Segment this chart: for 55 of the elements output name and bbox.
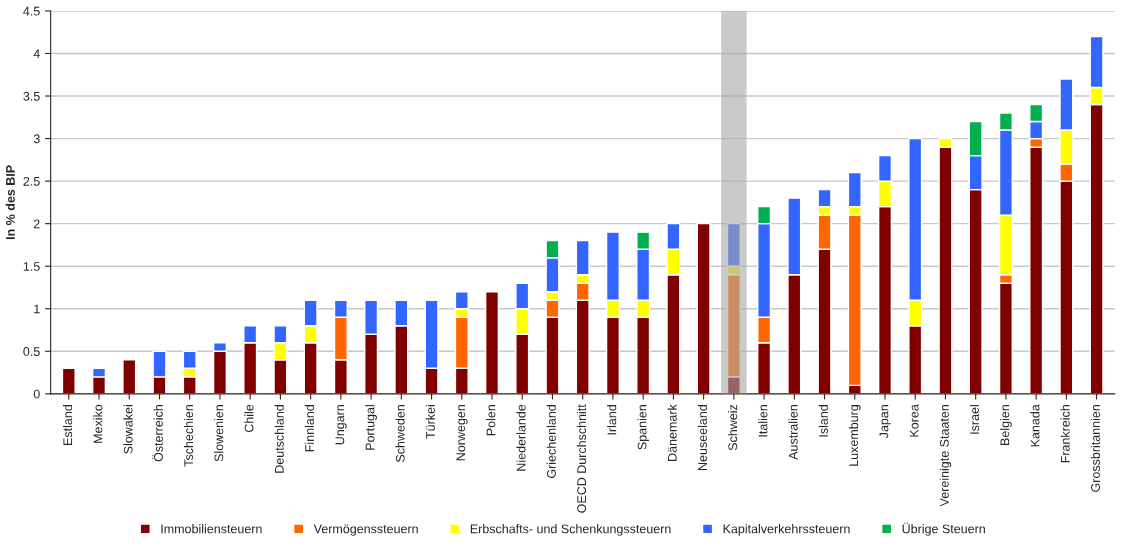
legend-label: Immobiliensteuern: [161, 524, 262, 534]
x-tick-label: Neuseeland: [697, 405, 707, 470]
legend-label: Vermögenssteuern: [313, 524, 418, 536]
x-tick-label: Deutschland: [274, 405, 284, 473]
x-tick-label: Mexiko: [93, 404, 103, 443]
y-tick-label: 0: [33, 389, 40, 399]
x-tick-label: Polen: [486, 405, 496, 436]
x-tick-label: Luxemburg: [848, 405, 861, 466]
x-tick-label: Österreich: [152, 405, 163, 462]
x-tick-label: Italien: [758, 405, 768, 437]
bar: [122, 359, 137, 394]
y-axis-title: In % des BIP: [5, 165, 15, 240]
x-tick-label: Slowakei: [123, 405, 133, 454]
x-tick-label: Finnland: [304, 405, 314, 452]
x-tick-label: Estland: [62, 405, 73, 445]
x-tick-label: Australien: [788, 405, 798, 460]
x-tick-label: Grossbritannien: [1090, 405, 1100, 492]
y-tick-label: 4.5: [23, 6, 40, 16]
x-tick-label: Japan: [879, 405, 891, 439]
y-tick-label: 3.5: [23, 91, 40, 101]
x-tick-label: Türkei: [425, 405, 435, 439]
legend-label: Erbschafts- und Schenkungssteuern: [470, 524, 671, 536]
x-tick-label: Schweden: [395, 405, 405, 463]
x-tick-label: Tschechien: [183, 405, 194, 467]
x-tick-label: Spanien: [637, 405, 649, 450]
y-tick-label: 4: [33, 49, 40, 59]
y-tick-label: 3: [33, 134, 40, 144]
x-tick-label: Vereinigte Staaten: [939, 405, 952, 507]
x-tick-label: Frankreich: [1060, 405, 1070, 463]
x-tick-label: Niederlande: [516, 404, 526, 471]
y-tick-label: 1: [34, 304, 40, 314]
x-tick-label: Island: [818, 405, 828, 437]
y-tick-label: 2: [33, 219, 40, 229]
y-tick-label: 2.5: [23, 176, 40, 186]
y-tick-label: 1.5: [23, 262, 40, 271]
x-tick-label: Israel: [969, 405, 980, 434]
legend-label: Kapitalverkehrssteuern: [723, 524, 850, 536]
x-tick-label: Dänemark: [667, 404, 677, 461]
bar: [484, 291, 500, 394]
x-tick-label: OECD Durchschnitt: [576, 404, 587, 513]
x-tick-label: Belgien: [1000, 405, 1012, 445]
x-tick-label: Irland: [607, 405, 617, 435]
bar: [61, 367, 76, 394]
x-tick-label: Ungarn: [335, 405, 347, 445]
x-tick-label: Schweiz: [728, 404, 738, 451]
x-tick-label: Chile: [244, 404, 254, 433]
bar: [696, 222, 711, 394]
x-tick-label: Norwegen: [456, 405, 468, 461]
x-tick-label: Kanada: [1030, 404, 1040, 447]
x-tick-label: Portugal: [365, 405, 377, 450]
x-tick-label: Slowenien: [214, 405, 224, 462]
x-tick-label: Korea: [909, 404, 919, 437]
y-tick-label: 0.5: [23, 347, 40, 356]
x-tick-label: Griechenland: [546, 405, 556, 478]
legend-label: Übrige Steuern: [902, 522, 985, 536]
